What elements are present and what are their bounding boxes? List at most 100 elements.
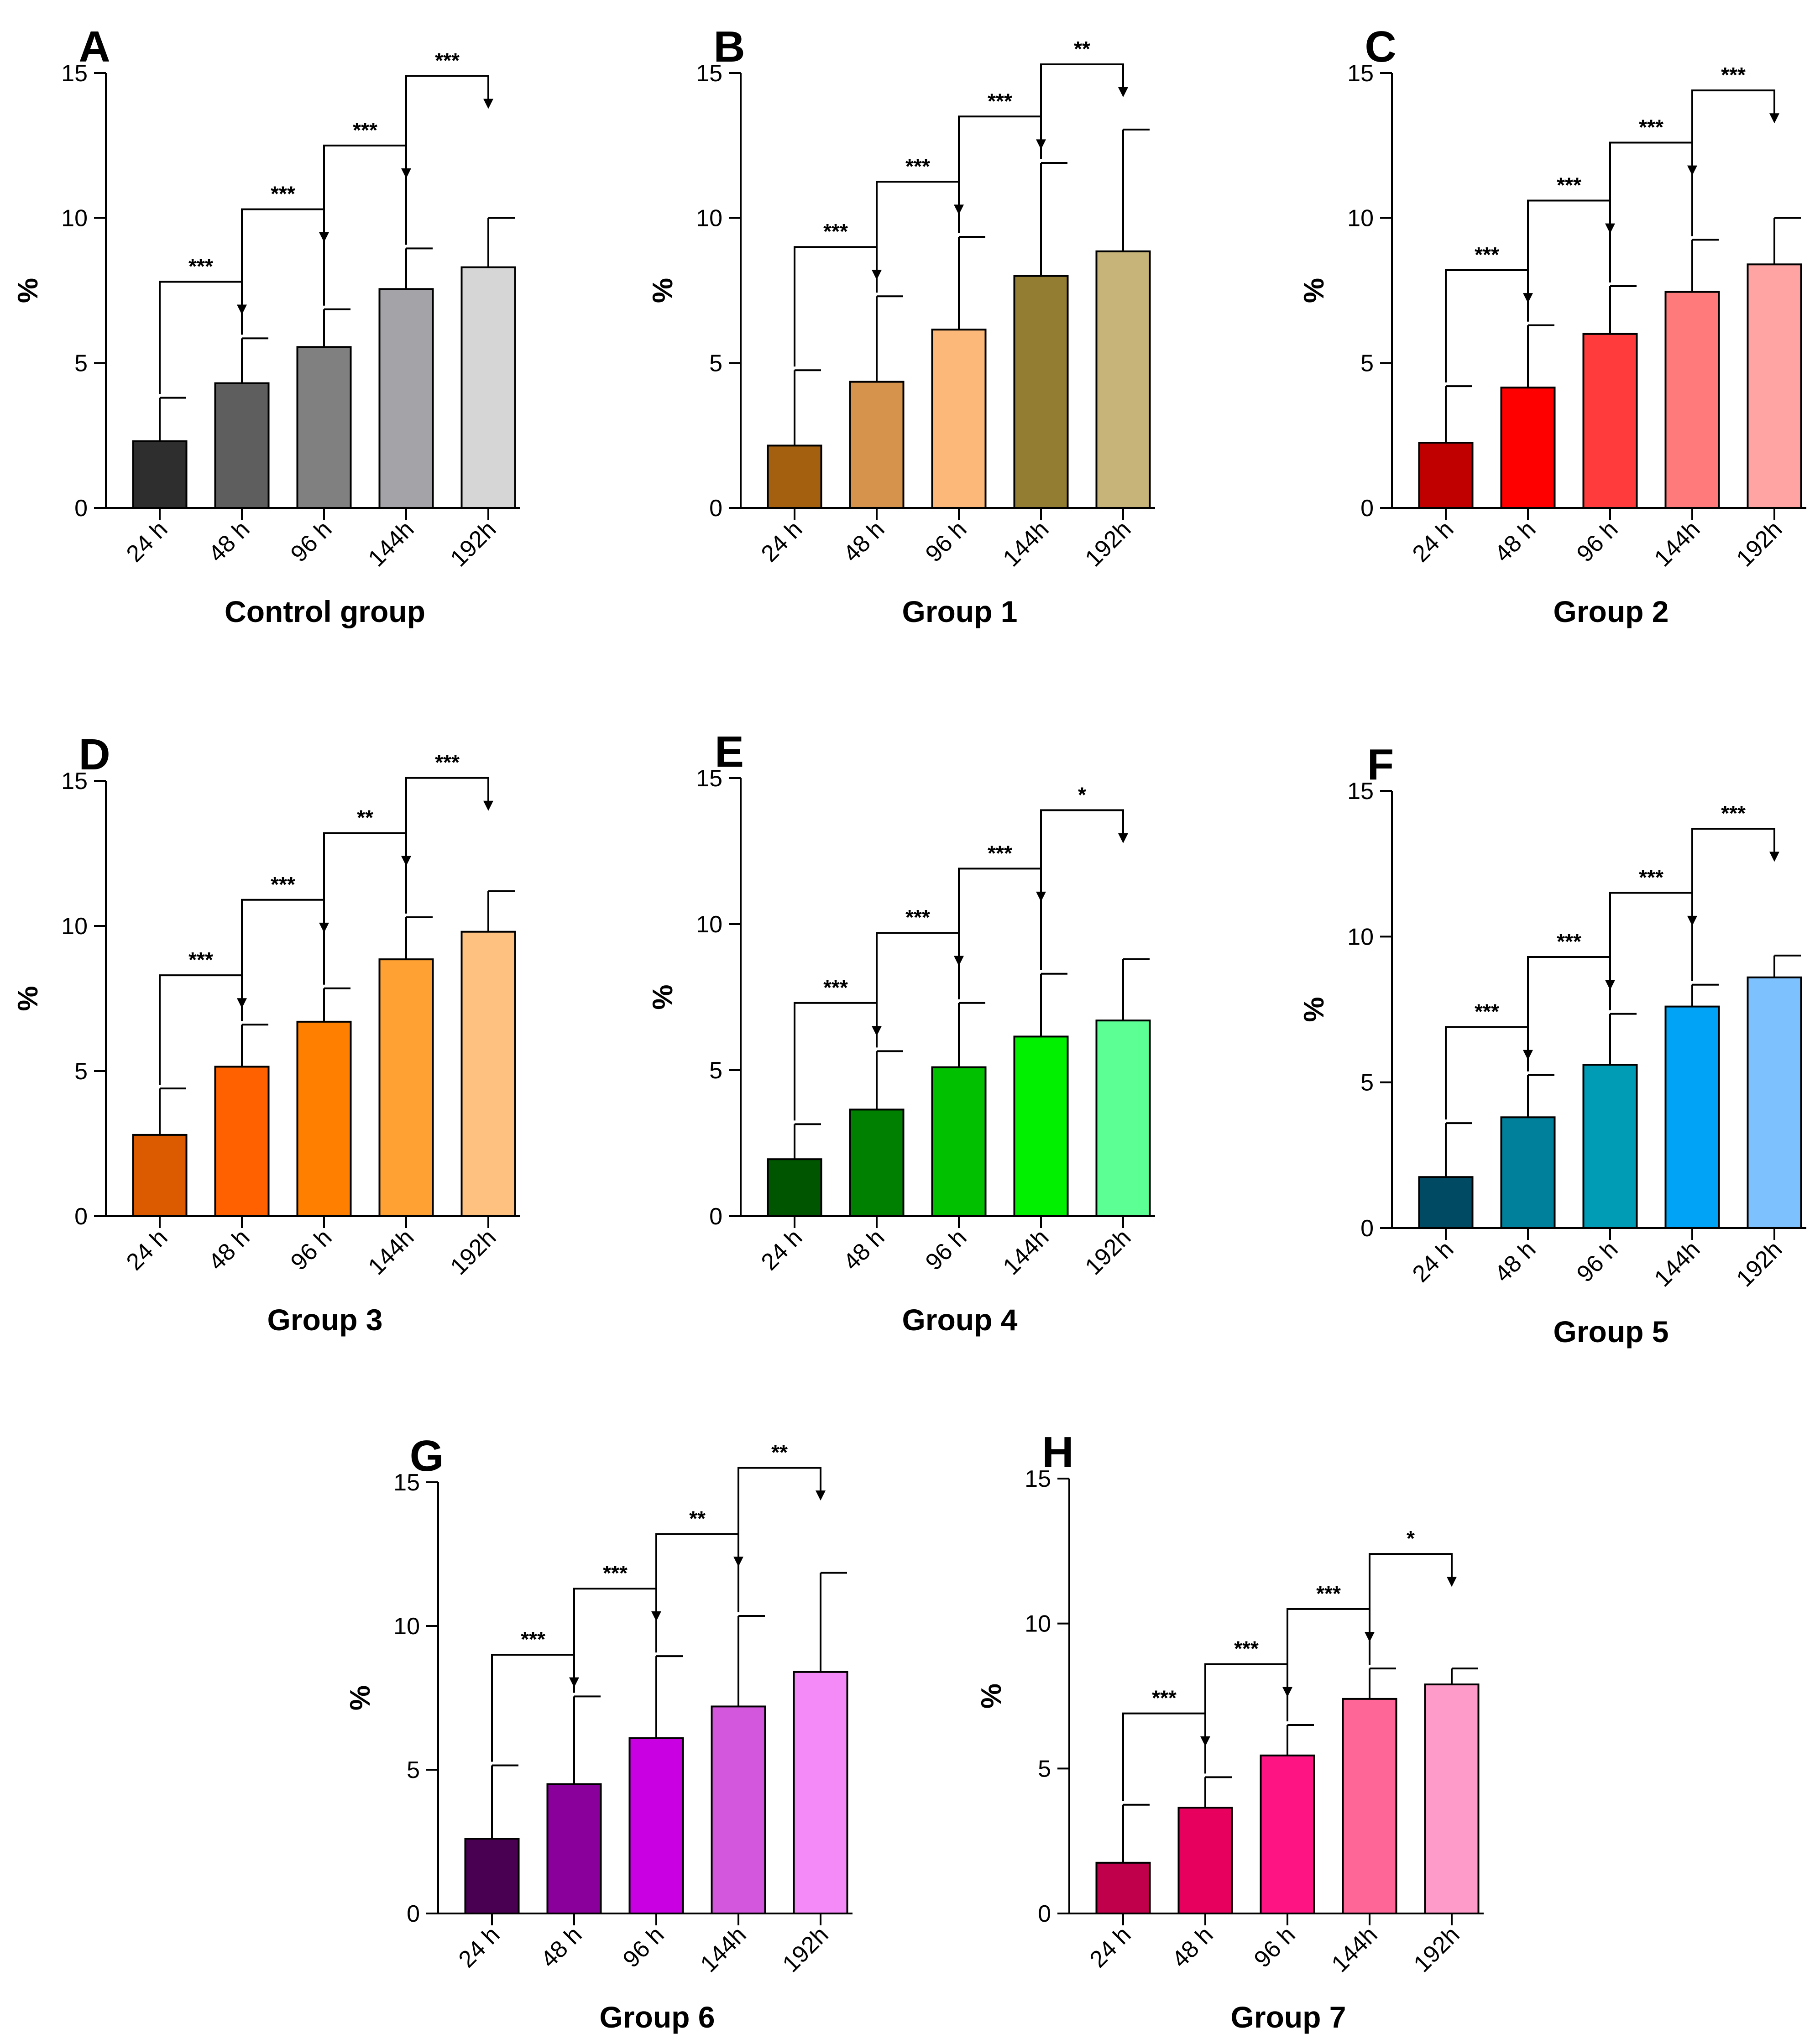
x-tick-label: 24 h <box>756 1224 808 1276</box>
x-tick-label: 24 h <box>121 516 173 567</box>
significance-bracket <box>1527 199 1611 322</box>
bar-24h <box>464 1838 520 1914</box>
significance-bracket <box>1609 892 1693 1010</box>
significance-label: *** <box>353 118 377 142</box>
significance-bracket <box>1609 141 1693 282</box>
bar-192h <box>793 1671 848 1915</box>
x-tick-label: 144h <box>998 516 1054 572</box>
bar-24h <box>1418 1176 1474 1229</box>
y-axis-title: % <box>1298 997 1330 1022</box>
significance-label: *** <box>521 1627 545 1651</box>
significance-bracket <box>405 75 489 245</box>
x-axis-title: Group 7 <box>1230 2000 1346 2034</box>
y-tick-label: 0 <box>1360 1215 1374 1242</box>
significance-bracket <box>1691 828 1775 981</box>
bar-96h <box>296 1020 352 1217</box>
bar-192h <box>1747 976 1802 1229</box>
x-tick-label: 48 h <box>838 516 890 567</box>
significance-bracket <box>794 1002 878 1121</box>
significance-label: *** <box>1557 930 1581 953</box>
significance-label: *** <box>905 154 930 178</box>
significance-arrowhead <box>1118 833 1128 843</box>
bar-48h <box>214 1066 270 1217</box>
bar-24h <box>1095 1861 1151 1914</box>
x-tick-label: 96 h <box>1249 1921 1301 1973</box>
y-tick-label: 15 <box>696 765 722 792</box>
x-tick-label: 192h <box>445 1224 502 1280</box>
bar-96h <box>931 329 987 509</box>
x-tick-label: 192h <box>1080 1224 1136 1280</box>
y-tick-label: 10 <box>393 1613 420 1640</box>
x-tick-label: 144h <box>1327 1921 1383 1977</box>
significance-bracket <box>241 899 325 1021</box>
y-tick-label: 15 <box>1347 778 1374 805</box>
bar-192h <box>1747 263 1802 509</box>
y-tick-label: 15 <box>696 60 722 87</box>
significance-label: *** <box>1639 115 1663 139</box>
significance-arrowhead <box>1769 113 1779 124</box>
x-tick-label: 192h <box>1731 516 1788 572</box>
significance-label: *** <box>435 751 460 774</box>
x-tick-label: 48 h <box>1167 1921 1219 1973</box>
bar-192h <box>460 266 516 509</box>
y-tick-label: 5 <box>74 1058 88 1085</box>
bar-48h <box>849 1108 905 1217</box>
significance-bracket <box>491 1654 575 1762</box>
x-tick-label: 96 h <box>921 516 972 567</box>
significance-label: ** <box>689 1506 706 1530</box>
panel-f: F 0 5 10 15 24 h 48 h 96 h 144h 192h% Group 5 *** **… <box>1298 740 1806 1349</box>
bar-96h <box>1582 1064 1638 1229</box>
significance-arrowhead <box>483 800 493 811</box>
y-tick-label: 5 <box>709 1057 722 1084</box>
panel-label: G <box>410 1432 444 1480</box>
y-tick-label: 15 <box>61 768 88 795</box>
significance-arrowhead <box>483 99 493 109</box>
x-tick-label: 24 h <box>121 1224 173 1276</box>
bar-48h <box>214 382 270 509</box>
x-tick-label: 144h <box>363 516 419 572</box>
significance-bracket <box>958 868 1042 999</box>
bar-24h <box>132 440 188 509</box>
x-tick-label: 24 h <box>756 516 808 567</box>
x-tick-label: 48 h <box>838 1224 890 1276</box>
x-tick-label: 144h <box>1649 1236 1705 1292</box>
bar-24h <box>1418 442 1474 509</box>
y-tick-label: 5 <box>1360 350 1374 376</box>
x-tick-label: 48 h <box>204 516 255 567</box>
y-tick-label: 15 <box>61 60 88 87</box>
y-axis-title: % <box>345 1685 376 1710</box>
panel-label: E <box>715 727 744 776</box>
x-tick-label: 192h <box>778 1921 834 1977</box>
significance-bracket <box>1040 63 1124 159</box>
significance-label: *** <box>1316 1582 1341 1605</box>
panel-c: C 0 5 10 15 24 h 48 h 96 h 144h 192h% Group 2 *** **… <box>1298 22 1806 628</box>
panel-label: H <box>1042 1428 1073 1477</box>
y-axis-title: % <box>976 1683 1007 1709</box>
bar-144h <box>378 288 434 509</box>
y-axis-title: % <box>12 278 44 303</box>
x-tick-label: 96 h <box>618 1921 670 1973</box>
significance-bracket <box>958 115 1042 233</box>
significance-bracket <box>1369 1553 1453 1665</box>
bar-144h <box>1664 1005 1720 1229</box>
y-tick-label: 0 <box>709 495 722 522</box>
x-tick-label: 96 h <box>1572 1236 1623 1287</box>
y-axis-title: % <box>1298 278 1330 303</box>
x-axis-title: Group 3 <box>267 1303 382 1337</box>
significance-label: *** <box>1152 1686 1177 1710</box>
significance-bracket <box>1122 1712 1206 1801</box>
significance-bracket <box>655 1533 739 1653</box>
bar-48h <box>1177 1807 1233 1914</box>
x-tick-label: 96 h <box>1572 516 1623 567</box>
y-tick-label: 0 <box>1360 495 1374 522</box>
significance-label: *** <box>1475 243 1499 267</box>
y-tick-label: 0 <box>1038 1901 1051 1927</box>
panel-label: A <box>78 22 110 71</box>
x-axis-title: Group 4 <box>902 1303 1017 1337</box>
panel-label: D <box>78 730 110 779</box>
significance-bracket <box>241 208 325 335</box>
